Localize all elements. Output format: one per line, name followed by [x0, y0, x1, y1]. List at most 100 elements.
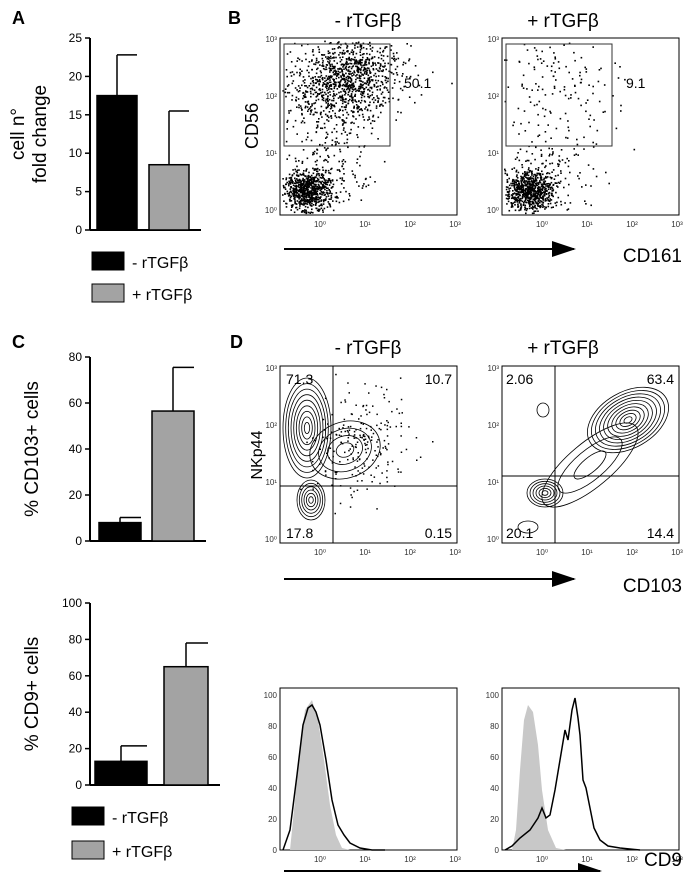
event-dot: [333, 80, 335, 82]
event-dot: [321, 54, 323, 56]
event-dot: [515, 184, 517, 186]
event-dot: [537, 186, 540, 188]
contour-ring: [285, 383, 329, 473]
event-dot: [304, 101, 307, 103]
event-dot: [348, 90, 351, 92]
event-dot: [341, 78, 343, 81]
event-dot: [363, 119, 366, 121]
event-dot: [506, 181, 509, 183]
event-dot: [304, 205, 307, 208]
event-dot: [317, 61, 319, 64]
hist-y-tick-label: 0: [495, 846, 500, 855]
event-dot: [528, 202, 530, 205]
event-dot: [362, 91, 364, 93]
event-dot: [380, 111, 382, 114]
event-dot: [314, 188, 317, 191]
event-dot: [367, 88, 370, 91]
event-dot: [341, 69, 343, 72]
event-dot: [382, 100, 384, 102]
event-dot: [303, 185, 305, 187]
event-dot: [521, 164, 523, 166]
event-dot: [520, 199, 522, 202]
event-dot: [328, 42, 331, 45]
event-dot: [328, 67, 331, 69]
outlier-dot: [400, 471, 402, 473]
event-dot: [339, 177, 342, 180]
event-dot: [353, 59, 356, 61]
event-dot: [337, 97, 340, 99]
event-dot: [304, 52, 307, 55]
event-dot: [301, 44, 303, 47]
event-dot: [536, 204, 539, 206]
event-dot: [418, 84, 421, 87]
event-dot: [321, 91, 324, 93]
event-dot: [296, 169, 299, 172]
event-dot: [355, 78, 357, 81]
event-dot: [528, 186, 530, 188]
event-dot: [557, 163, 559, 165]
event-dot: [315, 207, 318, 210]
event-dot: [359, 87, 362, 89]
y-tick-label: 10¹: [487, 478, 499, 487]
event-dot: [330, 103, 332, 105]
outlier-dot: [361, 480, 363, 482]
event-dot: [348, 88, 350, 90]
event-dot: [304, 180, 306, 183]
outlier-dot: [353, 430, 356, 433]
event-dot: [303, 199, 305, 201]
event-dot: [515, 197, 517, 199]
event-dot: [356, 69, 358, 72]
event-dot: [348, 58, 351, 60]
event-dot: [385, 46, 388, 48]
event-dot: [342, 83, 345, 86]
event-dot: [320, 105, 323, 108]
event-dot: [297, 179, 300, 182]
event-dot: [338, 85, 340, 87]
event-dot: [534, 194, 537, 196]
event-dot: [363, 88, 366, 90]
outlier-dot: [348, 392, 350, 394]
event-dot: [331, 63, 333, 66]
legend-swatch-plus: [71, 840, 105, 860]
event-dot: [566, 157, 568, 160]
event-dot: [382, 59, 385, 62]
event-dot: [371, 98, 374, 101]
event-dot: [363, 95, 366, 98]
event-dot: [377, 116, 380, 119]
event-dot: [345, 69, 348, 71]
outlier-dot: [331, 462, 334, 464]
event-dot: [321, 96, 324, 98]
event-dot: [535, 202, 537, 204]
event-dot: [328, 198, 331, 200]
event-dot: [324, 142, 327, 144]
event-dot: [368, 80, 371, 82]
event-dot: [319, 187, 321, 190]
event-dot: [294, 188, 296, 190]
event-dot: [375, 105, 378, 107]
event-dot: [383, 66, 385, 68]
event-dot: [341, 53, 344, 55]
event-dot: [539, 192, 542, 194]
event-dot: [536, 184, 538, 187]
event-dot: [540, 197, 542, 199]
event-dot: [335, 200, 338, 203]
event-dot: [333, 104, 336, 107]
event-dot: [566, 137, 569, 139]
event-dot: [540, 153, 543, 156]
event-dot: [526, 182, 529, 185]
event-dot: [535, 83, 537, 85]
event-dot: [333, 78, 335, 81]
contour-ring: [603, 399, 653, 441]
event-dot: [333, 73, 335, 76]
event-dot: [329, 76, 331, 79]
event-dot: [366, 69, 368, 72]
event-dot: [301, 198, 303, 200]
contour-ring: [301, 416, 313, 440]
event-dot: [365, 48, 368, 50]
contour-ring: [282, 377, 332, 479]
event-dot: [359, 54, 362, 56]
event-dot: [363, 53, 365, 55]
event-dot: [316, 194, 319, 196]
event-dot: [370, 76, 372, 78]
event-dot: [382, 65, 384, 68]
